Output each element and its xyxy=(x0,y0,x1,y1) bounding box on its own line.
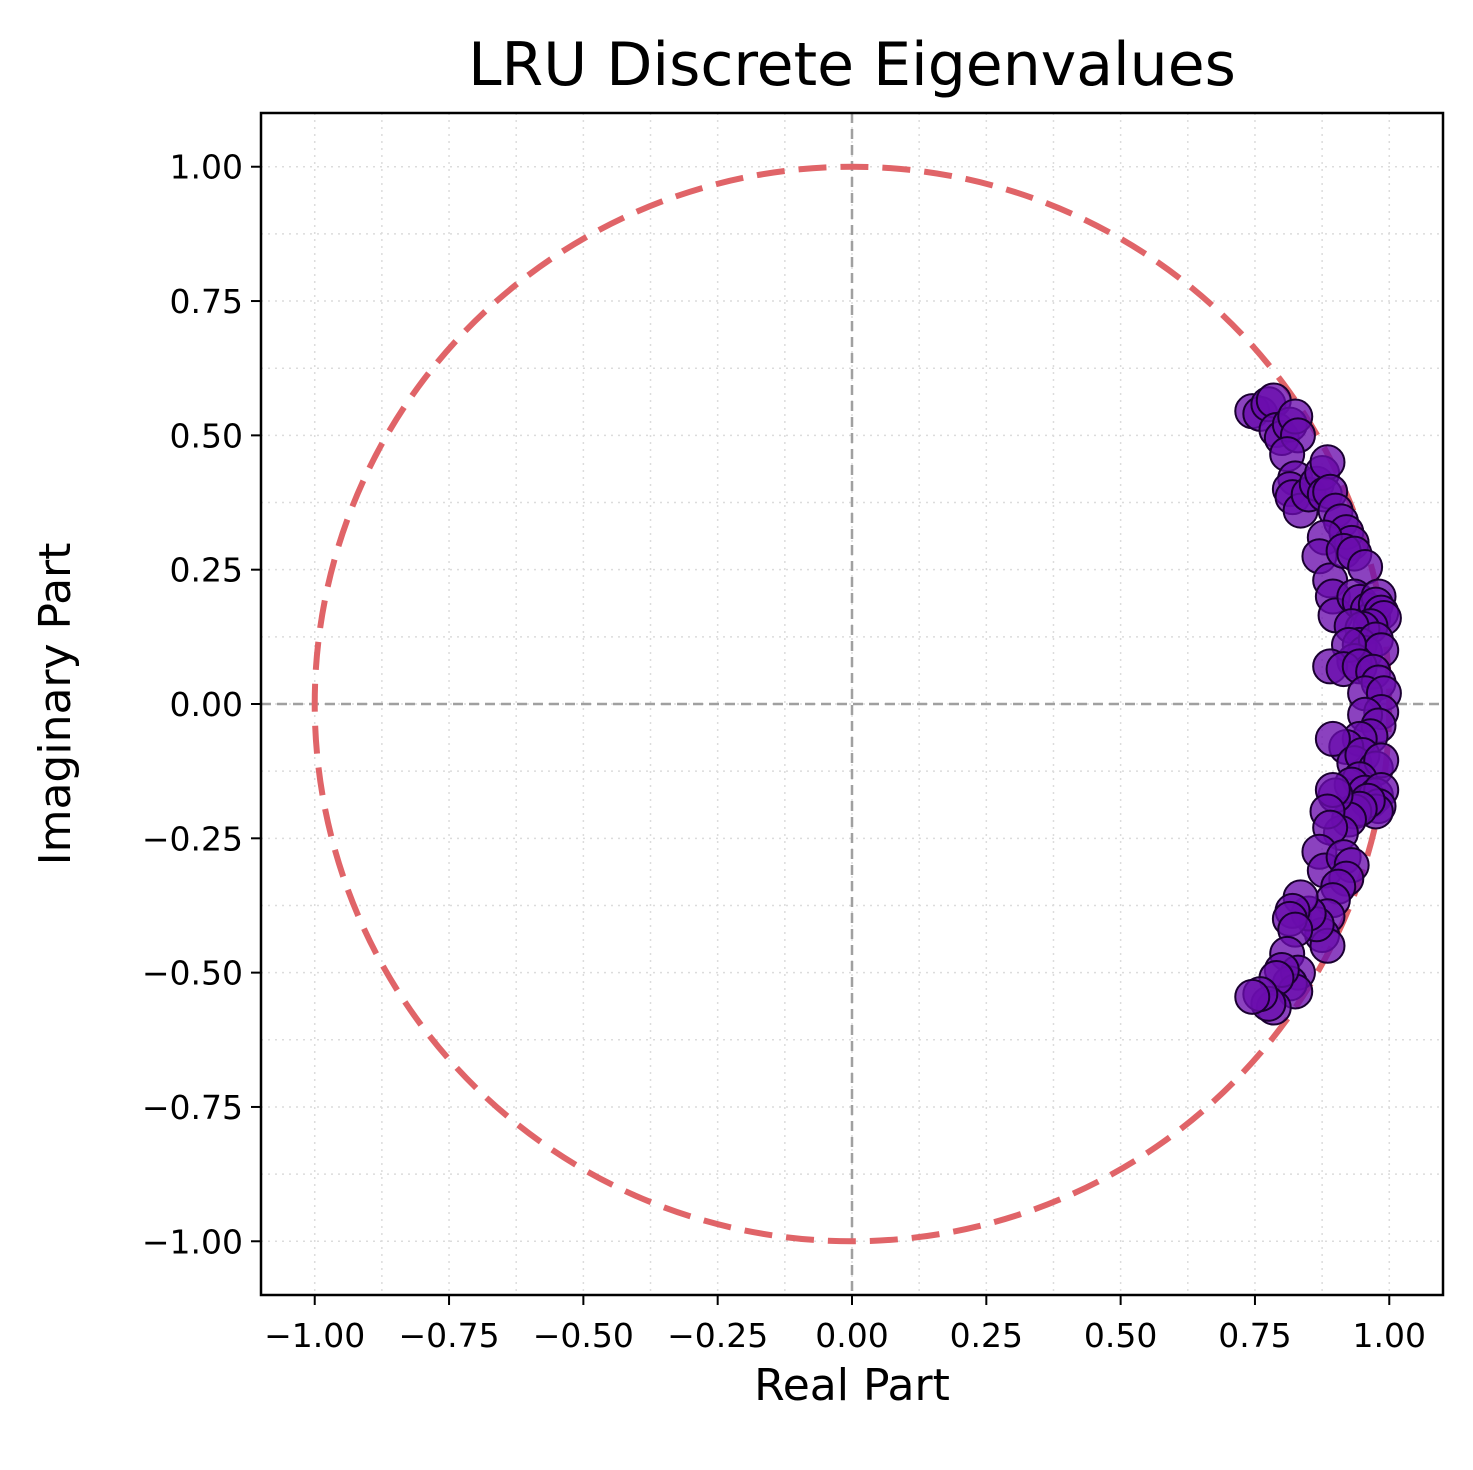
x-tick-label: 0.00 xyxy=(815,1316,888,1355)
x-axis-label: Real Part xyxy=(754,1360,950,1411)
y-axis-ticks: 1.00 0.75 0.50 0.25 0.00 −0.25 −0.50 −0.75 −1.00 xyxy=(142,148,261,1261)
y-tick-label: 1.00 xyxy=(170,148,243,187)
y-tick-label: −0.25 xyxy=(142,819,243,858)
scatter-point xyxy=(1234,978,1271,1015)
y-tick-label: 0.50 xyxy=(170,416,243,455)
y-tick-label: 0.00 xyxy=(170,685,243,724)
y-tick-label: 0.25 xyxy=(170,551,243,590)
grid xyxy=(261,113,1443,1295)
x-tick-label: −0.25 xyxy=(667,1316,768,1355)
chart-title: LRU Discrete Eigenvalues xyxy=(468,30,1236,100)
x-tick-label: −0.75 xyxy=(398,1316,499,1355)
y-tick-label: −0.75 xyxy=(142,1088,243,1127)
scatter-point xyxy=(1314,720,1351,757)
reference-lines xyxy=(261,113,1443,1295)
y-tick-label: 0.75 xyxy=(170,282,243,321)
x-tick-label: 1.00 xyxy=(1353,1316,1426,1355)
x-tick-label: 0.75 xyxy=(1218,1316,1291,1355)
y-tick-label: −0.50 xyxy=(142,954,243,993)
x-tick-label: 0.50 xyxy=(1084,1316,1157,1355)
x-tick-label: −1.00 xyxy=(264,1316,365,1355)
x-tick-label: −0.50 xyxy=(533,1316,634,1355)
scatter-points xyxy=(1234,382,1402,1026)
y-tick-label: −1.00 xyxy=(142,1222,243,1261)
x-axis-ticks: −1.00 −0.75 −0.50 −0.25 0.00 0.25 0.50 0.75 1.00 xyxy=(264,1295,1426,1355)
y-axis-label: Imaginary Part xyxy=(30,543,81,866)
x-tick-label: 0.25 xyxy=(950,1316,1023,1355)
